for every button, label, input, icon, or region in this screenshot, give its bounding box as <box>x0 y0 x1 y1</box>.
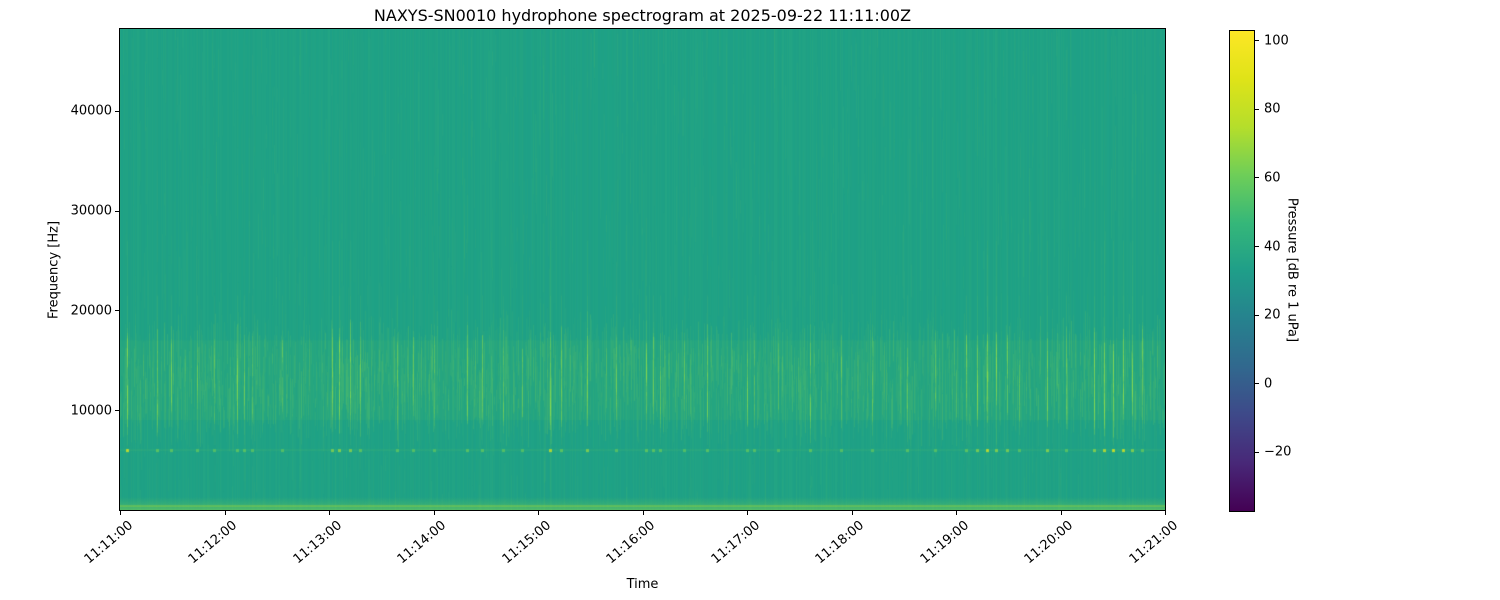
colorbar-tick-label: 0 <box>1264 376 1273 392</box>
x-tick-label: 11:14:00 <box>394 518 450 568</box>
colorbar <box>1229 30 1255 512</box>
colorbar-tick-mark <box>1255 451 1259 453</box>
x-tick-label: 11:11:00 <box>81 518 136 568</box>
y-tick-label: 30000 <box>70 203 112 219</box>
colorbar-tick-mark <box>1255 177 1259 179</box>
x-tick-mark <box>956 511 957 515</box>
colorbar-tick-mark <box>1255 246 1259 247</box>
x-tick-label: 11:13:00 <box>290 518 345 568</box>
x-tick-label: 11:21:00 <box>1126 518 1181 568</box>
y-tick-mark <box>115 310 119 312</box>
colorbar-tick-label: 40 <box>1264 239 1281 254</box>
colorbar-tick-label: 100 <box>1264 33 1289 49</box>
colorbar-tick-mark <box>1255 383 1259 385</box>
x-tick-mark <box>120 511 121 515</box>
x-tick-label: 11:17:00 <box>708 518 763 568</box>
colorbar-tick-mark <box>1255 314 1259 316</box>
x-tick-label: 11:20:00 <box>1021 518 1077 568</box>
x-tick-mark <box>538 511 539 515</box>
plot-area <box>119 28 1166 511</box>
x-tick-label: 11:19:00 <box>917 518 972 568</box>
x-tick-mark <box>1165 511 1166 515</box>
x-tick-mark <box>1060 511 1062 515</box>
colorbar-gradient <box>1230 31 1254 511</box>
y-tick-mark <box>115 210 119 212</box>
colorbar-tick-label: 20 <box>1264 307 1281 323</box>
spectrogram-heatmap <box>120 29 1165 510</box>
x-tick-mark <box>747 511 748 515</box>
x-tick-mark <box>642 511 644 515</box>
colorbar-label: Pressure [dB re 1 uPa] <box>1284 197 1300 343</box>
y-tick-mark <box>115 410 119 412</box>
colorbar-tick-label: −20 <box>1264 444 1292 460</box>
x-tick-mark <box>433 511 435 515</box>
x-tick-label: 11:18:00 <box>812 518 868 568</box>
colorbar-tick-mark <box>1255 40 1259 42</box>
y-tick-mark <box>115 110 119 112</box>
x-tick-mark <box>329 511 330 515</box>
x-tick-label: 11:16:00 <box>603 518 659 568</box>
x-tick-mark <box>224 511 226 515</box>
y-axis-label: Frequency [Hz] <box>46 220 62 320</box>
x-tick-label: 11:15:00 <box>499 518 554 568</box>
colorbar-tick-mark <box>1255 108 1259 110</box>
y-tick-label: 20000 <box>70 303 112 319</box>
x-axis-label: Time <box>626 577 659 592</box>
y-tick-label: 10000 <box>70 403 112 419</box>
x-tick-label: 11:12:00 <box>185 518 241 568</box>
x-tick-mark <box>851 511 853 515</box>
colorbar-tick-label: 60 <box>1264 170 1281 186</box>
colorbar-tick-label: 80 <box>1264 101 1281 117</box>
y-tick-label: 40000 <box>70 103 112 119</box>
chart-title: NAXYS-SN0010 hydrophone spectrogram at 2… <box>373 6 912 25</box>
